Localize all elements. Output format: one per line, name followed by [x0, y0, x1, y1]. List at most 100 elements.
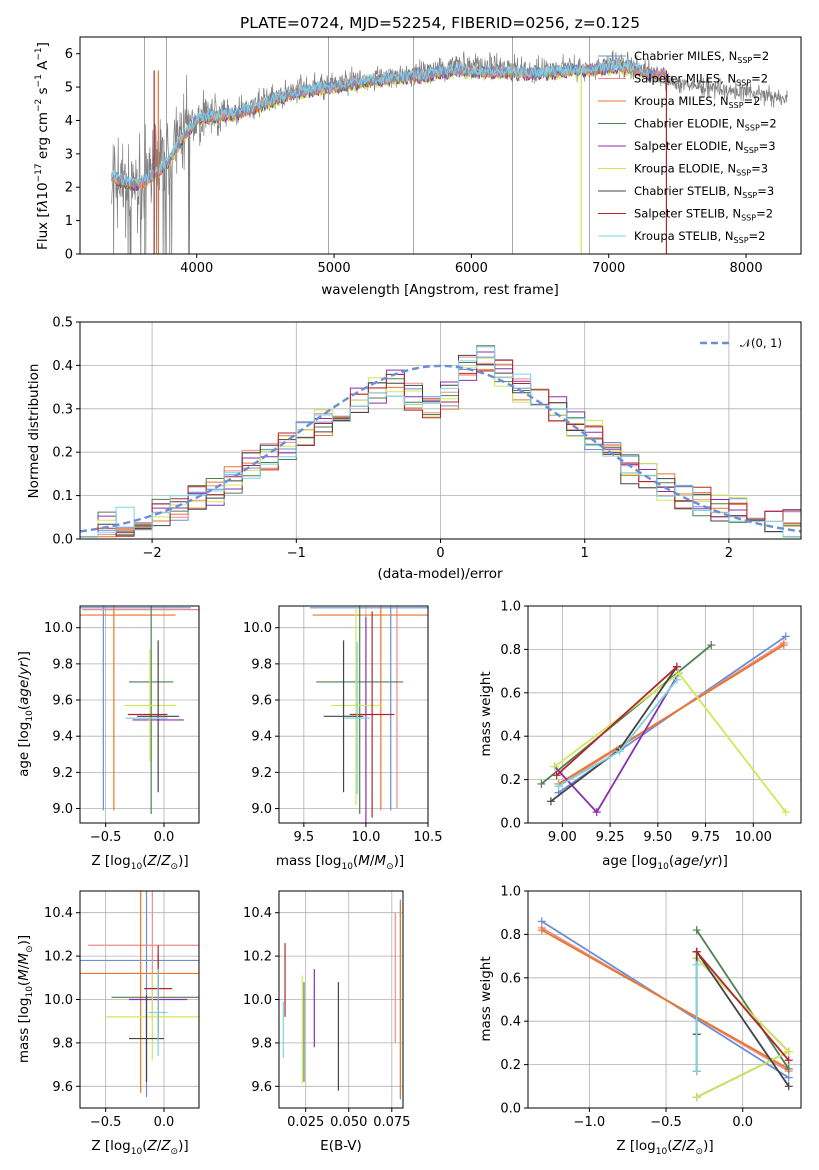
x-tick-label: 5000: [318, 261, 351, 276]
weight-marker: [692, 1067, 701, 1076]
x-tick-label: 9.50: [643, 830, 672, 845]
weight-line: [696, 951, 790, 1061]
x-tick-label: 9.00: [548, 830, 577, 845]
spectrum-title: PLATE=0724, MJD=52254, FIBERID=0256, z=0…: [240, 14, 640, 32]
age-vs-mass-ticks: 9.5 10.0 10.5 9.0 9.2 9.4 9.6 9.8 10.0: [243, 621, 442, 845]
legend-label-eq: =2: [756, 207, 773, 221]
legend-label-text: Salpeter MILES, N: [634, 72, 736, 86]
weight-marker: [554, 782, 563, 791]
errorbar-series: [80, 606, 199, 814]
weight-marker: [552, 771, 561, 780]
y-tick-label: 9.2: [52, 766, 73, 781]
residuals-legend: 𝒩(0, 1): [700, 336, 782, 350]
x-tick-label: −1.0: [574, 1115, 606, 1130]
y-tick-label: 10.4: [243, 906, 272, 921]
weight-marker: [781, 632, 790, 641]
spectrum-lines: [111, 37, 788, 254]
y-tick-label: 0.4: [52, 359, 73, 374]
weight-vs-metallicity-ticks: −1.0 −0.5 0.0 0.0 0.2 0.4 0.6 0.8 1.0: [500, 885, 753, 1131]
legend-label-sub: SSP: [734, 236, 749, 245]
y-tick-label: 0.2: [500, 1058, 521, 1073]
y-tick-label: 9.8: [251, 1036, 272, 1051]
weight-vs-age-xlabel: age [log10(age/yr)]: [602, 853, 728, 872]
y-tick-label: 10.2: [44, 950, 73, 965]
weight-marker: [672, 675, 681, 684]
y-tick-label: 3: [65, 147, 73, 162]
x-tick-label: 1: [581, 546, 589, 561]
legend-label-sub: SSP: [736, 169, 751, 178]
weight-vs-age-panel: 9.00 9.25 9.50 9.75 10.000.00.20.40.60.81.0 …: [478, 600, 802, 872]
y-tick-label: 2: [65, 181, 73, 196]
residuals-panel: −2 −1 0 1 2 0.0 0.1 0.2 0.3 0.4 0.5 (data-model)/e…: [26, 316, 802, 582]
y-tick-label: 10.0: [44, 993, 73, 1008]
legend-label-eq: =2: [744, 94, 761, 108]
y-tick-label: 10.0: [243, 621, 272, 636]
y-tick-label: 9.6: [251, 1080, 272, 1095]
weight-marker: [550, 762, 559, 771]
model-spectrum: [111, 59, 650, 187]
y-tick-label: 10.0: [243, 993, 272, 1008]
y-tick-label: 0.4: [500, 1015, 521, 1030]
weight-marker: [784, 1056, 793, 1065]
legend-label-sub: SSP: [742, 191, 757, 200]
x-tick-label: 0: [436, 546, 444, 561]
weight-marker: [707, 641, 716, 650]
y-tick-label: 9.8: [52, 1036, 73, 1051]
legend-label-text: Salpeter ELODIE, N: [634, 139, 744, 153]
x-tick-label: 9.5: [293, 830, 314, 845]
legend-label-text: Chabrier MILES, N: [634, 49, 737, 63]
weight-marker: [546, 797, 555, 806]
weight-vs-age-plot-area: [528, 605, 801, 824]
legend-label-sub: SSP: [744, 146, 759, 155]
mass-vs-extinction-plot-area: [279, 891, 403, 1108]
legend-label-sub: SSP: [737, 56, 752, 65]
x-tick-label: 8000: [730, 261, 763, 276]
weight-marker: [537, 926, 546, 935]
legend-label-eq: =3: [751, 162, 768, 176]
y-tick-label: 9.4: [251, 730, 272, 745]
y-tick-label: 9.6: [52, 694, 73, 709]
legend-label-text: Salpeter STELIB, N: [634, 207, 741, 221]
legend-label-text: Kroupa ELODIE, N: [634, 162, 736, 176]
y-tick-label: 9.8: [52, 657, 73, 672]
y-tick-label: 0.3: [52, 402, 73, 417]
x-tick-label: −2: [143, 546, 162, 561]
x-tick-label: 9.25: [596, 830, 625, 845]
x-tick-label: 0.0: [732, 1115, 753, 1130]
legend-label: Kroupa STELIB, NSSP=2: [634, 229, 765, 245]
legend-label: Salpeter ELODIE, NSSP=3: [634, 139, 776, 155]
weight-series: [537, 632, 790, 817]
weight-series: [537, 917, 793, 1102]
legend-label: Salpeter STELIB, NSSP=2: [634, 207, 773, 223]
y-tick-label: 0.0: [52, 533, 73, 548]
residuals-ylabel: Normed distribution: [26, 364, 42, 499]
legend-label-eq: =2: [751, 72, 768, 86]
age-vs-mass-plot-area: [279, 606, 429, 823]
x-tick-label: 2: [725, 546, 733, 561]
mass-vs-metallicity-plot-area: [80, 891, 199, 1108]
weight-marker: [692, 960, 701, 969]
spectrum-ylabel: Flux [fλ10−17 erg cm−2 s−1 A−1]: [34, 42, 51, 250]
y-tick-label: 0.8: [500, 643, 521, 658]
weight-vs-metallicity-plot-area: [528, 890, 801, 1109]
weight-marker: [784, 1082, 793, 1091]
y-tick-label: 10.4: [44, 906, 73, 921]
age-vs-metallicity-ylabel: age [log10(age/yr)]: [16, 651, 35, 777]
age-vs-metallicity-xlabel: Z [log10(Z/Z⊙)]: [91, 853, 188, 872]
errorbar-series: [80, 891, 199, 1098]
gaussian-reference-curve: [80, 364, 801, 533]
legend-label-sub: SSP: [736, 79, 751, 88]
x-tick-label: 0.075: [373, 1115, 410, 1130]
legend-label-eq: =2: [760, 117, 777, 131]
mass-vs-metallicity-panel: −0.5 0.0 9.6 9.8 10.0 10.2 10.4 Z [log10(Z/Z⊙)…: [16, 890, 200, 1157]
x-tick-label: −1: [287, 546, 306, 561]
mass-vs-extinction-ticks: 0.025 0.050 0.075 9.6 9.8 10.0 10.2 10.4: [243, 906, 410, 1130]
spectrum-frame: [79, 36, 802, 255]
weight-marker: [592, 808, 601, 817]
y-tick-label: 0.1: [52, 489, 73, 504]
weight-vs-metallicity-panel: −1.0 −0.5 0.0 0.0 0.2 0.4 0.6 0.8 1.0 Z [log10(Z…: [478, 885, 802, 1157]
legend-label-eq: =3: [759, 139, 776, 153]
x-tick-label: −0.5: [90, 1115, 122, 1130]
